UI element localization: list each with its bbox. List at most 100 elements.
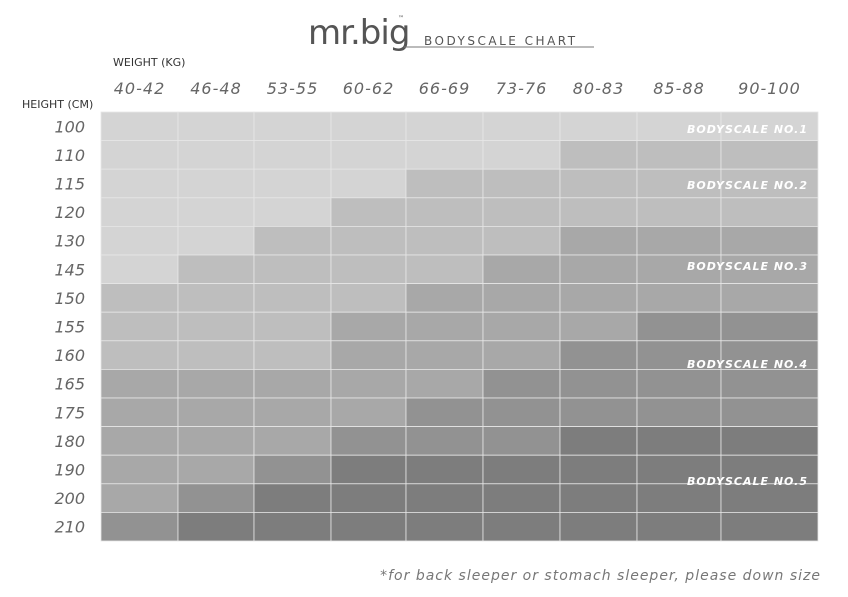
grid-cell bbox=[253, 512, 332, 542]
grid-cell bbox=[177, 311, 255, 342]
grid-cell bbox=[482, 340, 561, 370]
grid-cell bbox=[253, 483, 332, 513]
grid-cell bbox=[559, 283, 638, 313]
grid-cell bbox=[330, 483, 407, 513]
weight-label: 73-76 bbox=[496, 79, 548, 98]
trademark: ™ bbox=[398, 15, 404, 22]
grid-cell bbox=[100, 512, 179, 542]
grid-cell bbox=[559, 368, 638, 399]
grid-cell bbox=[253, 140, 332, 170]
grid-cell bbox=[100, 368, 179, 399]
grid-cell bbox=[636, 140, 722, 170]
scale-label: BODYSCALE NO.5 bbox=[687, 475, 808, 488]
scale-label: BODYSCALE NO.3 bbox=[687, 260, 808, 273]
grid-cell bbox=[177, 254, 255, 285]
grid-cell bbox=[100, 111, 179, 142]
grid-cell bbox=[482, 311, 561, 342]
grid-cell bbox=[720, 454, 819, 485]
grid-cell bbox=[253, 283, 332, 313]
grid-cell bbox=[253, 197, 332, 227]
height-label: 155 bbox=[54, 318, 85, 337]
grid-cell bbox=[720, 483, 819, 513]
grid-cell bbox=[330, 168, 407, 199]
grid-cell bbox=[720, 140, 819, 170]
height-label: 150 bbox=[54, 289, 85, 308]
grid-cell bbox=[720, 311, 819, 342]
grid-cell bbox=[636, 512, 722, 542]
grid-cell bbox=[636, 225, 722, 256]
grid-cell bbox=[177, 397, 255, 428]
grid-cell bbox=[482, 397, 561, 428]
grid-cell bbox=[253, 426, 332, 456]
grid-cell bbox=[177, 140, 255, 170]
grid-cell bbox=[559, 426, 638, 456]
grid-cell bbox=[559, 140, 638, 170]
weight-axis-label: WEIGHT (KG) bbox=[113, 56, 185, 69]
height-label: 160 bbox=[54, 346, 85, 365]
grid-cell bbox=[720, 283, 819, 313]
grid-cell bbox=[100, 397, 179, 428]
grid-cell bbox=[330, 340, 407, 370]
grid-cell bbox=[253, 168, 332, 199]
grid-cell bbox=[482, 454, 561, 485]
grid-cell bbox=[482, 197, 561, 227]
grid-cell bbox=[253, 454, 332, 485]
grid-cell bbox=[636, 454, 722, 485]
grid-cell bbox=[100, 168, 179, 199]
grid-cell bbox=[559, 483, 638, 513]
grid-cell bbox=[720, 340, 819, 370]
height-label: 165 bbox=[54, 375, 85, 394]
grid-cell bbox=[559, 197, 638, 227]
logo: mr.big bbox=[308, 13, 409, 53]
grid-cell bbox=[482, 483, 561, 513]
grid-cell bbox=[330, 140, 407, 170]
grid-cell bbox=[177, 368, 255, 399]
grid-cell bbox=[559, 254, 638, 285]
weight-label: 66-69 bbox=[419, 79, 471, 98]
grid-cell bbox=[636, 283, 722, 313]
scale-label: BODYSCALE NO.2 bbox=[687, 179, 808, 192]
grid-cell bbox=[405, 168, 484, 199]
grid-cell bbox=[720, 225, 819, 256]
grid-cell bbox=[253, 254, 332, 285]
grid-cell bbox=[330, 426, 407, 456]
grid-cell bbox=[100, 197, 179, 227]
grid-cell bbox=[330, 254, 407, 285]
grid-cell bbox=[720, 111, 819, 142]
grid-cell bbox=[405, 197, 484, 227]
grid-cell bbox=[636, 197, 722, 227]
grid-cell bbox=[636, 397, 722, 428]
grid-cell bbox=[177, 225, 255, 256]
grid-cell bbox=[100, 225, 179, 256]
grid-cell bbox=[405, 512, 484, 542]
grid-cell bbox=[405, 397, 484, 428]
grid-cell bbox=[559, 168, 638, 199]
chart-title: BODYSCALE CHART bbox=[424, 34, 578, 48]
grid-cell bbox=[253, 111, 332, 142]
grid-cell bbox=[330, 311, 407, 342]
grid-cell bbox=[177, 454, 255, 485]
grid-cell bbox=[253, 311, 332, 342]
grid-cell bbox=[405, 140, 484, 170]
scale-label: BODYSCALE NO.1 bbox=[687, 123, 808, 136]
height-axis-label: HEIGHT (CM) bbox=[22, 98, 93, 111]
grid-cell bbox=[177, 426, 255, 456]
weight-label: 80-83 bbox=[573, 79, 625, 98]
height-label: 100 bbox=[54, 117, 85, 136]
grid-cell bbox=[177, 168, 255, 199]
grid-cell bbox=[636, 311, 722, 342]
height-label: 175 bbox=[54, 403, 85, 422]
weight-label: 90-100 bbox=[738, 79, 801, 98]
grid-cell bbox=[253, 397, 332, 428]
grid-cell bbox=[559, 111, 638, 142]
grid-cell bbox=[559, 397, 638, 428]
weight-label: 53-55 bbox=[267, 79, 319, 98]
grid-cell bbox=[405, 454, 484, 485]
grid-cell bbox=[100, 140, 179, 170]
grid-cell bbox=[559, 454, 638, 485]
grid-cell bbox=[177, 483, 255, 513]
height-label: 210 bbox=[54, 518, 85, 537]
scale-label: BODYSCALE NO.4 bbox=[687, 358, 808, 371]
